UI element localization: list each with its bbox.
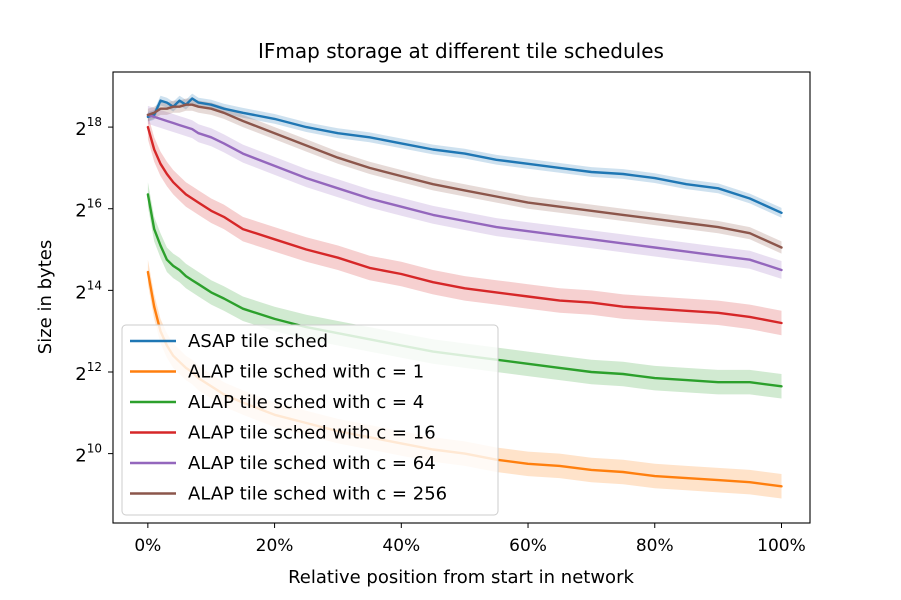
y-tick-label: 212 [75, 360, 102, 385]
legend-label: ASAP tile sched [188, 331, 328, 352]
x-axis-label: Relative position from start in network [288, 567, 634, 588]
legend-label: ALAP tile sched with c = 1 [188, 362, 424, 383]
y-tick-label: 210 [75, 442, 102, 467]
x-tick-label: 100% [757, 536, 806, 556]
legend-label: ALAP tile sched with c = 256 [188, 484, 447, 505]
x-tick-label: 80% [636, 536, 674, 556]
y-tick-label: 218 [75, 115, 102, 140]
band-asap-tile-sched [147, 93, 782, 218]
line-alap-tile-sched-with-c-256 [146, 103, 783, 249]
x-tick-label: 40% [382, 536, 420, 556]
x-axis-ticks: 0% 20% 40% 60% 80% 100% [134, 523, 806, 556]
y-tick-label: 214 [75, 278, 102, 303]
line-alap-tile-sched-with-c-16 [146, 125, 783, 325]
legend: ASAP tile sched ALAP tile sched with c = … [121, 324, 499, 516]
y-axis-ticks: 210 212 214 216 218 [75, 115, 113, 467]
plot-frame [112, 71, 811, 524]
legend-label: ALAP tile sched with c = 64 [188, 453, 436, 474]
y-axis-label: Size in bytes [35, 240, 56, 354]
legend-label: ALAP tile sched with c = 4 [188, 392, 424, 413]
x-tick-label: 60% [509, 536, 547, 556]
chart-title: IFmap storage at different tile schedule… [258, 39, 664, 63]
band-alap-tile-sched-with-c-64 [147, 105, 782, 279]
x-tick-label: 20% [256, 536, 294, 556]
line-alap-tile-sched-with-c-64 [146, 113, 783, 272]
x-tick-label: 0% [134, 536, 161, 556]
legend-frame [121, 324, 499, 516]
legend-label: ALAP tile sched with c = 16 [188, 423, 436, 444]
line-asap-tile-sched [146, 97, 783, 215]
y-tick-label: 216 [75, 197, 102, 222]
